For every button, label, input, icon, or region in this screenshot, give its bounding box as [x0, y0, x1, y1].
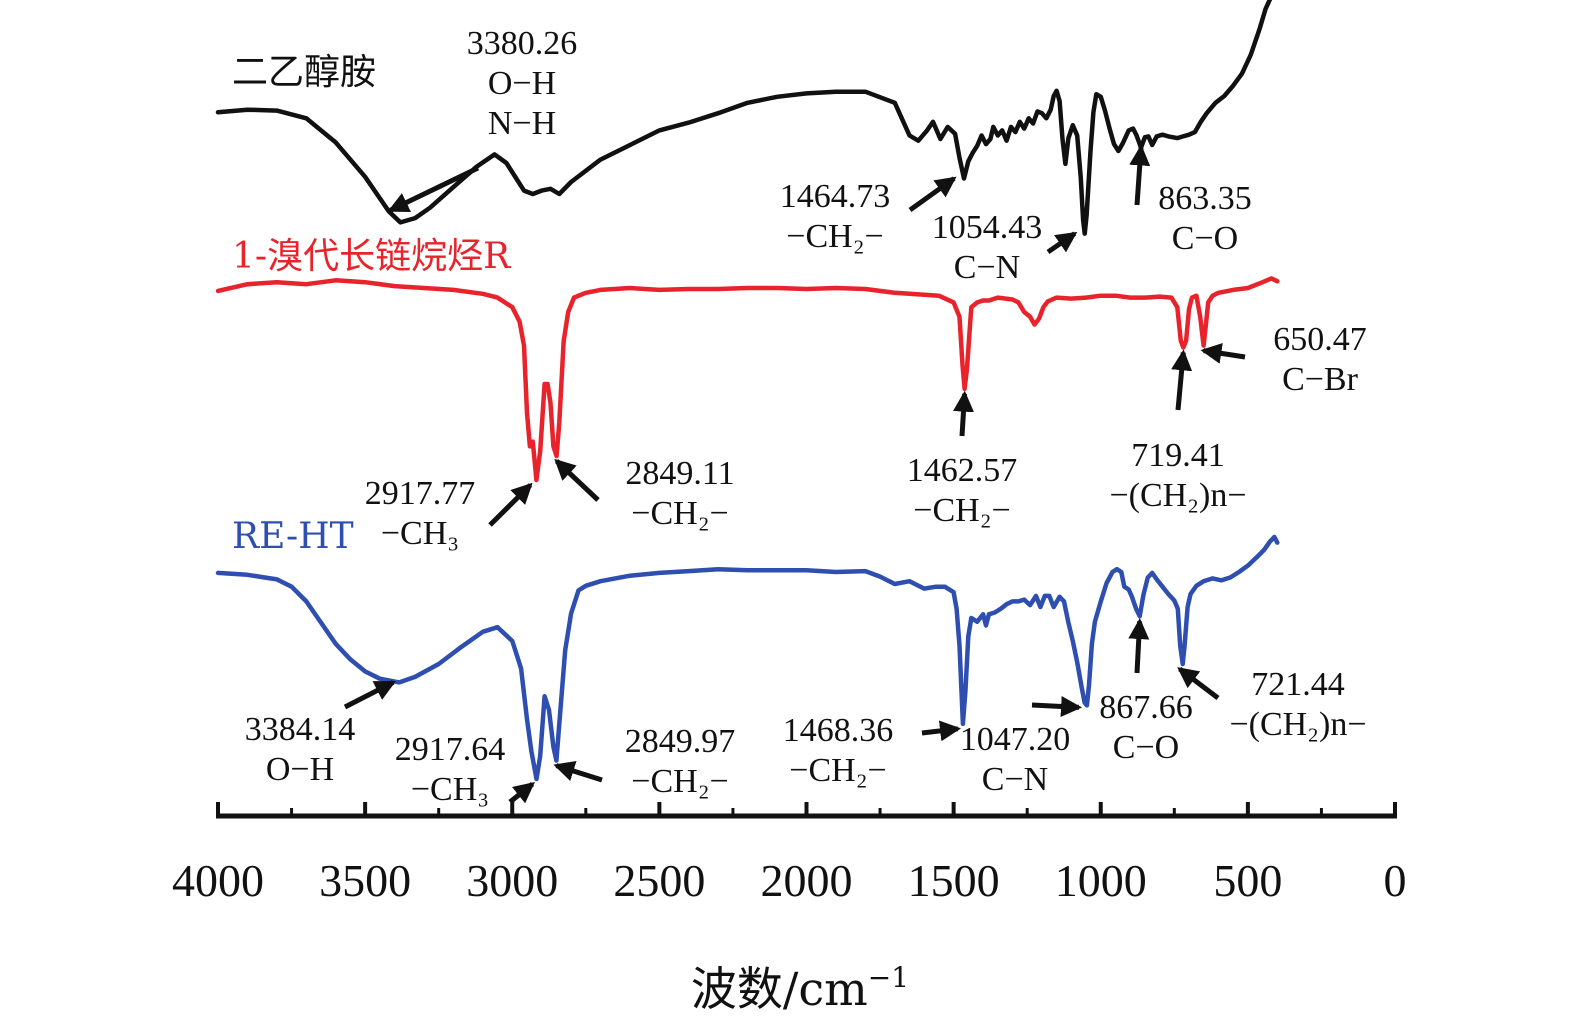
x-tick-label-5: 1500: [908, 855, 1000, 906]
annotation-value-2: 1054.43: [932, 209, 1043, 246]
annotation-arrow-9: [343, 680, 397, 710]
annotation-value-9: 3384.14: [245, 711, 356, 748]
annotation-value-3: 863.35: [1158, 180, 1252, 217]
annotation-arrow-4: [488, 482, 533, 527]
annotation-value-7: 719.41: [1131, 437, 1225, 474]
annotation-group-9: O−H: [266, 751, 334, 788]
annotation-group-14: C−O: [1113, 729, 1179, 766]
annotation-value-0: 3380.26: [467, 25, 578, 62]
x-tick-label-0: 4000: [172, 855, 264, 906]
annotation-group-7: −(CH₂)n−: [1109, 477, 1246, 514]
annotation-group-0: O−H: [488, 65, 556, 102]
annotation-arrow-2: [1046, 231, 1078, 255]
x-tick-label-6: 1000: [1055, 855, 1147, 906]
annotation-arrow-8: [1200, 342, 1246, 364]
annotation-group-8: C−Br: [1282, 361, 1359, 398]
x-tick-label-1: 3500: [319, 855, 411, 906]
annotation-group-2: C−N: [954, 249, 1020, 286]
annotation-arrow-7: [1171, 349, 1193, 411]
series-label-0: 二乙醇胺: [232, 52, 376, 93]
annotation-value-15: 721.44: [1251, 666, 1345, 703]
annotation-group-4: −CH₃: [381, 515, 459, 552]
annotation-value-6: 1462.57: [907, 452, 1018, 489]
x-axis-title: 波数/cm−1: [691, 961, 909, 1016]
annotation-group-15: −(CH₂)n−: [1229, 706, 1366, 743]
annotation-arrow-14: [1128, 618, 1150, 674]
annotation-arrow-5: [554, 458, 600, 502]
annotation-group-1: −CH₂−: [786, 218, 883, 255]
annotation-group-10: −CH₃: [411, 771, 489, 808]
annotation-group-3: C−O: [1172, 220, 1238, 257]
annotation-arrow-10: [508, 782, 535, 804]
series-line-0: [215, 0, 1273, 236]
series-line-1: [215, 276, 1280, 483]
annotation-arrow-0: [387, 165, 480, 213]
annotation-arrow-12: [921, 720, 962, 742]
annotation-group-6: −CH₂−: [913, 492, 1010, 529]
annotation-arrow-15: [1177, 667, 1220, 700]
annotation-group-11: −CH₂−: [631, 763, 728, 800]
annotation-arrow-3: [1129, 144, 1151, 206]
annotation-value-12: 1468.36: [783, 712, 894, 749]
annotation-value-5: 2849.11: [625, 455, 734, 492]
series-label-1: 1-溴代长链烷烃R: [232, 236, 511, 277]
x-tick-label-7: 500: [1213, 855, 1282, 906]
x-tick-label-8: 0: [1384, 855, 1407, 906]
annotation-value-1: 1464.73: [780, 178, 891, 215]
annotation-value-10: 2917.64: [395, 731, 506, 768]
annotation-group-5: −CH₂−: [631, 495, 728, 532]
annotation-value-11: 2849.97: [625, 723, 736, 760]
x-tick-label-3: 2500: [613, 855, 705, 906]
x-tick-label-2: 3000: [466, 855, 558, 906]
annotation-group-12: −CH₂−: [789, 752, 886, 789]
annotation-value-13: 1047.20: [960, 721, 1071, 758]
annotation-group-13: C−N: [982, 761, 1048, 798]
annotation-value-14: 867.66: [1099, 689, 1193, 726]
annotation-arrow-13: [1031, 696, 1083, 717]
annotation-arrow-1: [908, 176, 957, 213]
x-tick-label-4: 2000: [761, 855, 853, 906]
annotation-arrow-11: [553, 760, 603, 783]
annotation-value-8: 650.47: [1273, 321, 1367, 358]
annotation-group-0: N−H: [488, 105, 556, 142]
series-label-2: RE-HT: [232, 516, 354, 557]
annotation-arrow-6: [953, 390, 974, 437]
series-line-2: [215, 534, 1280, 782]
annotation-value-4: 2917.77: [365, 475, 476, 512]
